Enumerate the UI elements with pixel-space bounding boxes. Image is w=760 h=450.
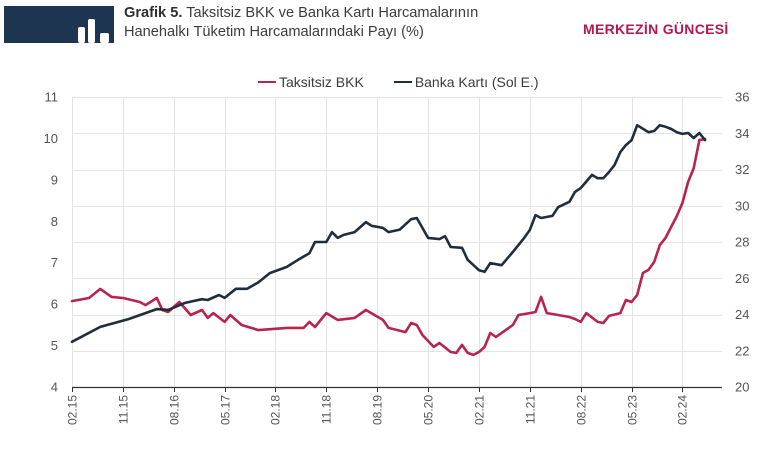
x-axis-tick-label: 11.18 (320, 395, 334, 424)
left-axis-tick-label: 9 (51, 172, 58, 187)
title-line-2: Hanehalkı Tüketim Harcamalarındaki Payı … (124, 24, 424, 40)
brand-label: MERKEZİN GÜNCESİ (583, 21, 729, 37)
title-text-1: Taksitsiz BKK ve Banka Kartı Harcamaları… (182, 5, 479, 21)
legend-label: Taksitsiz BKK (279, 74, 364, 90)
left-axis-tick-label: 10 (44, 131, 58, 146)
left-axis-tick-label: 4 (51, 380, 58, 395)
x-axis-tick-label: 02.15 (66, 395, 80, 425)
x-axis-tick-label: 05.17 (219, 395, 233, 425)
right-axis-tick-label: 36 (735, 90, 749, 105)
title-line-1: Grafik 5. Taksitsiz BKK ve Banka Kartı H… (124, 4, 478, 23)
right-axis-tick-label: 26 (735, 271, 749, 286)
x-axis-tick-label: 08.19 (371, 395, 385, 425)
x-axis-tick-label: 02.18 (269, 395, 283, 425)
x-axis-tick-label: 08.16 (168, 395, 182, 425)
left-axis-tick-label: 11 (45, 90, 59, 105)
icon-bar (78, 27, 85, 43)
bar-chart-icon (76, 17, 112, 43)
series-line-banka-karti (70, 123, 707, 344)
icon-bar (100, 33, 109, 43)
left-axis-tick-label: 8 (51, 214, 58, 229)
left-axis-tick-label: 6 (51, 297, 58, 312)
right-axis-tick-label: 24 (735, 307, 749, 322)
title-figure-number: Grafik 5. (124, 5, 183, 21)
x-axis-tick-label: 05.23 (626, 395, 640, 425)
legend-line-swatch (258, 80, 276, 84)
left-axis-tick-label: 7 (51, 255, 58, 270)
chart-legend: Taksitsiz BKK Banka Kartı (Sol E.) (258, 73, 569, 91)
x-axis-tick-label: 08.22 (575, 395, 589, 425)
right-axis-tick-label: 22 (735, 343, 749, 358)
x-axis-tick-label: 05.20 (422, 395, 436, 425)
x-axis-tick-label: 11.21 (524, 395, 538, 424)
chart-title: Grafik 5. Taksitsiz BKK ve Banka Kartı H… (124, 4, 478, 42)
icon-bar (88, 19, 95, 43)
series-line-taksitsiz-bkk (70, 137, 707, 357)
right-axis-tick-label: 32 (735, 162, 749, 177)
left-axis-tick-label: 5 (51, 338, 58, 353)
right-axis-tick-label: 28 (735, 235, 749, 250)
legend-item-taksitsiz-bkk: Taksitsiz BKK (258, 74, 364, 90)
legend-label: Banka Kartı (Sol E.) (414, 74, 539, 90)
x-axis-tick-label: 02.24 (676, 395, 690, 425)
x-axis-tick-label: 11.15 (117, 395, 131, 424)
right-axis-tick-label: 30 (735, 198, 749, 213)
legend-line-swatch (393, 80, 412, 84)
x-axis-tick-label: 02.21 (473, 395, 487, 425)
legend-item-banka-karti: Banka Kartı (Sol E.) (393, 74, 539, 90)
right-axis-tick-label: 34 (735, 126, 749, 141)
right-axis-tick-label: 20 (735, 380, 749, 395)
chart-badge (4, 6, 114, 43)
